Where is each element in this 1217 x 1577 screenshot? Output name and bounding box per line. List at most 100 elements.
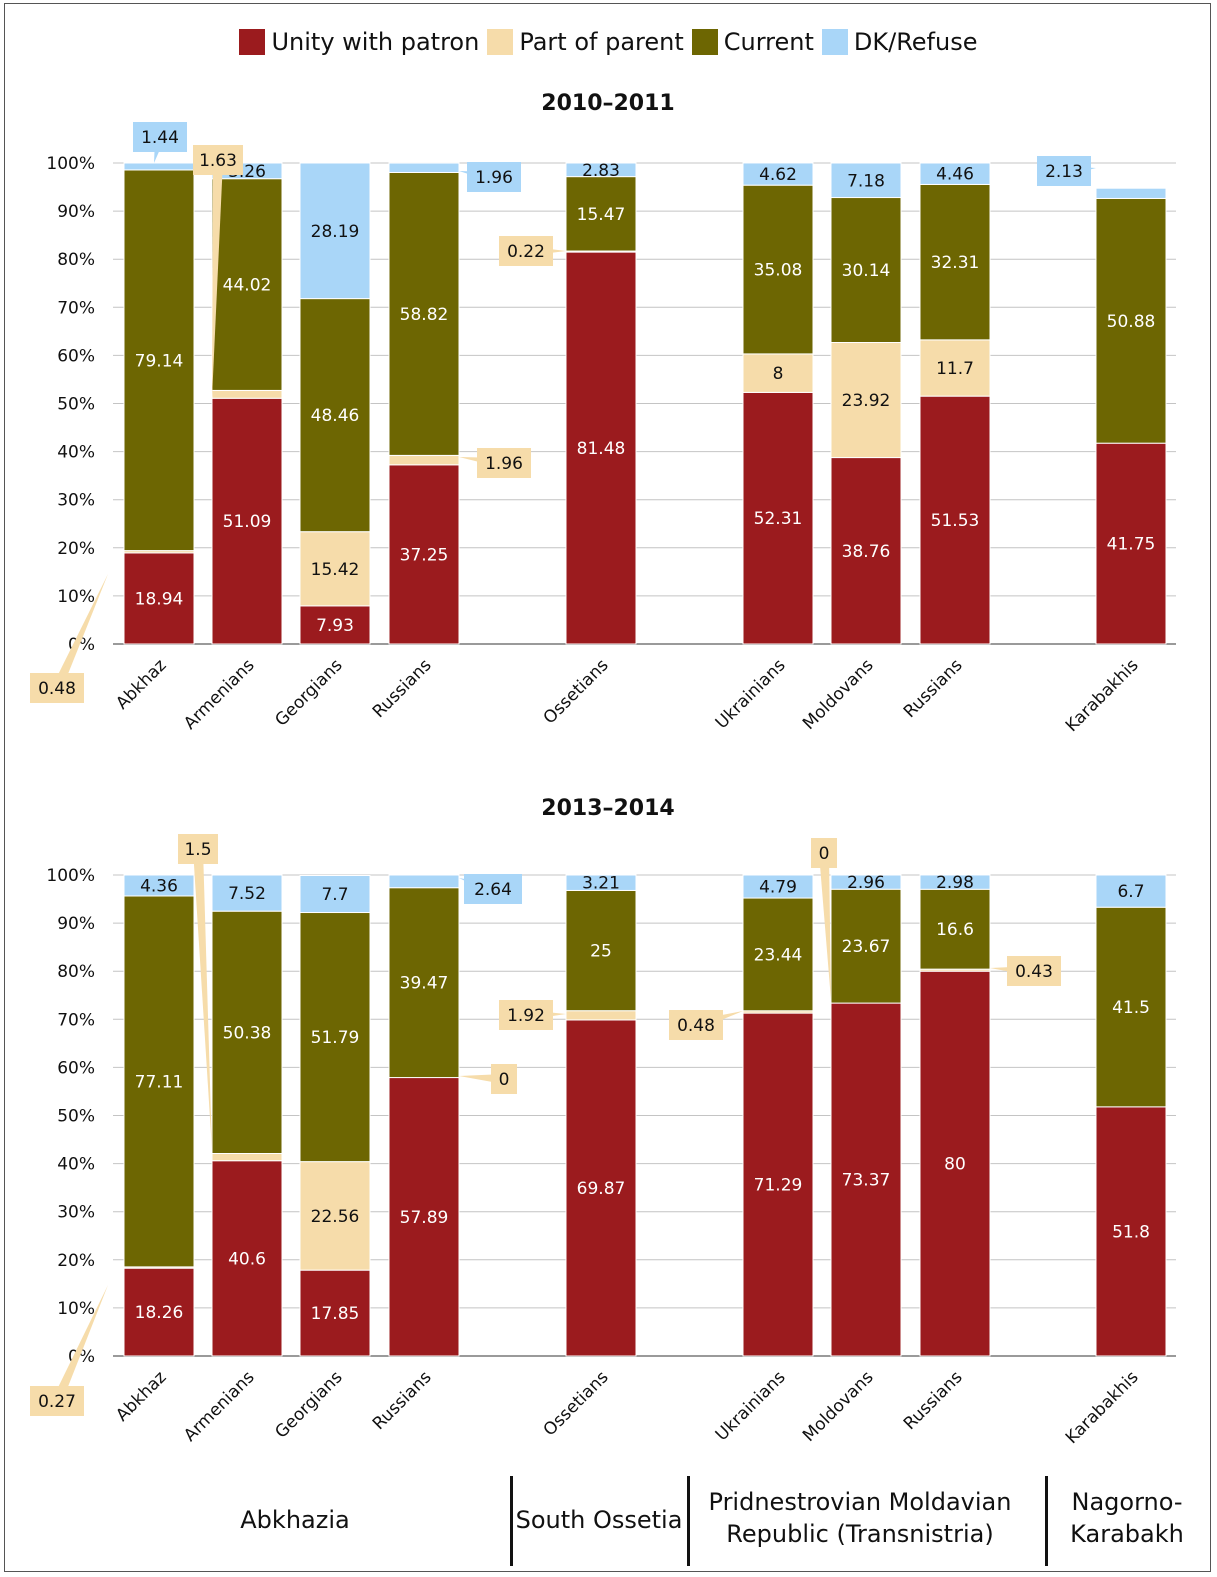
data-label: 79.14 — [135, 351, 184, 371]
legend-label-dk: DK/Refuse — [853, 28, 978, 56]
bar-segment-unity — [388, 1077, 460, 1357]
data-label: 23.67 — [842, 937, 891, 957]
data-label: 57.89 — [400, 1208, 449, 1228]
chart-title: 2013–2014 — [541, 796, 674, 821]
bar-segment-unity — [565, 251, 637, 645]
bar-segment-unity — [919, 970, 991, 1357]
y-tick-label: 100% — [46, 154, 95, 174]
bar-segment-unity — [565, 1019, 637, 1357]
data-label: 44.02 — [223, 276, 272, 296]
bar-segment-parent — [919, 339, 991, 397]
bar-segment-dk — [123, 162, 195, 171]
bar-segment-unity — [211, 1160, 283, 1357]
chart-title: 2010–2011 — [541, 91, 674, 116]
bar-segment-current — [123, 169, 195, 552]
data-label: 52.31 — [754, 509, 803, 529]
bar-segment-dk — [742, 874, 814, 899]
bar-segment-current — [1095, 906, 1167, 1108]
y-tick-label: 50% — [57, 1107, 95, 1127]
data-label: 50.88 — [1107, 312, 1156, 332]
y-tick-label: 20% — [57, 539, 95, 559]
bar-segment-current — [565, 176, 637, 252]
x-tick-label: Ukrainians — [712, 655, 790, 733]
bar-segment-parent — [211, 1152, 283, 1162]
y-tick-label: 30% — [57, 491, 95, 511]
callout-box — [467, 162, 521, 192]
callout-box — [499, 1000, 553, 1030]
y-tick-label: 10% — [57, 1299, 95, 1319]
x-tick-label: Russians — [900, 655, 967, 722]
y-tick-label: 80% — [57, 962, 95, 982]
data-label: 51.09 — [223, 512, 272, 532]
data-label: 48.46 — [311, 406, 360, 426]
callout-label: 1.44 — [141, 128, 179, 148]
x-tick-label: Georgians — [271, 655, 346, 730]
callout-label: 0.27 — [38, 1392, 76, 1412]
bar-segment-current — [919, 888, 991, 970]
bar-segment-parent — [211, 389, 283, 399]
group-label-nagorno-karabakh: Nagorno-Karabakh — [1070, 1488, 1184, 1548]
callout-label: 1.96 — [475, 168, 513, 188]
data-label: 30.14 — [842, 261, 891, 281]
data-label: 37.25 — [400, 545, 449, 565]
y-tick-label: 90% — [57, 914, 95, 934]
callout-label: 1.63 — [199, 151, 237, 171]
y-tick-label: 70% — [57, 298, 95, 318]
callout-label: 0 — [819, 844, 830, 864]
data-label: 69.87 — [577, 1179, 626, 1199]
callout-label: 2.64 — [474, 880, 512, 900]
y-tick-label: 60% — [57, 1058, 95, 1078]
callout-box — [464, 874, 522, 904]
bar-segment-current — [742, 184, 814, 355]
bar-segment-parent — [565, 1010, 637, 1021]
bar-segment-dk — [211, 874, 283, 912]
chart-2: 2013–20140%10%20%30%40%50%60%70%80%90%10… — [30, 796, 1176, 1448]
data-label: 4.79 — [759, 878, 797, 898]
data-label: 80 — [944, 1155, 966, 1175]
callout-label: 1.5 — [184, 840, 211, 860]
callout-box — [477, 448, 531, 478]
callout-label: 0 — [499, 1070, 510, 1090]
callout-pointer — [52, 1285, 108, 1404]
bar-segment-unity — [299, 605, 371, 645]
callout-box — [1007, 956, 1061, 986]
bar-segment-current — [299, 912, 371, 1163]
y-tick-label: 10% — [57, 587, 95, 607]
bar-segment-dk — [299, 162, 371, 300]
legend-item-parent: Part of parent — [487, 28, 684, 56]
x-tick-label: Russians — [369, 655, 436, 722]
data-label: 22.56 — [311, 1207, 360, 1227]
callout-pointer — [212, 159, 223, 398]
bar-segment-unity — [299, 1269, 371, 1357]
x-tick-label: Armenians — [180, 655, 259, 734]
data-label: 51.53 — [931, 511, 980, 531]
callout-label: 1.96 — [485, 454, 523, 474]
x-tick-label: Abkhaz — [112, 655, 170, 713]
bar-segment-parent — [299, 531, 371, 607]
bar-segment-dk — [123, 874, 195, 897]
legend-item-dk: DK/Refuse — [821, 28, 978, 56]
y-tick-label: 40% — [57, 1155, 95, 1175]
bar-segment-parent — [388, 454, 460, 466]
callout-box — [133, 122, 187, 152]
chart-legend: Unity with patron Part of parent Current… — [0, 28, 1217, 56]
callout-box — [178, 834, 218, 864]
chart-1: 2010–20110%10%20%30%40%50%60%70%80%90%10… — [30, 91, 1176, 736]
data-label: 4.36 — [140, 876, 178, 896]
data-label: 73.37 — [842, 1171, 891, 1191]
data-label: 41.5 — [1112, 998, 1150, 1018]
y-tick-label: 40% — [57, 443, 95, 463]
legend-swatch-dk — [821, 29, 848, 55]
data-label: 35.08 — [754, 261, 803, 281]
callout-label: 1.92 — [507, 1006, 545, 1026]
bar-segment-dk — [299, 874, 371, 914]
callout-box — [499, 236, 553, 266]
data-label: 4.62 — [759, 165, 797, 185]
group-separator-3 — [1045, 1476, 1048, 1566]
callout-pointer — [193, 848, 212, 1150]
bar-segment-unity — [919, 395, 991, 645]
y-tick-label: 90% — [57, 202, 95, 222]
y-tick-label: 60% — [57, 346, 95, 366]
legend-label-unity: Unity with patron — [271, 28, 480, 56]
y-tick-label: 20% — [57, 1251, 95, 1271]
